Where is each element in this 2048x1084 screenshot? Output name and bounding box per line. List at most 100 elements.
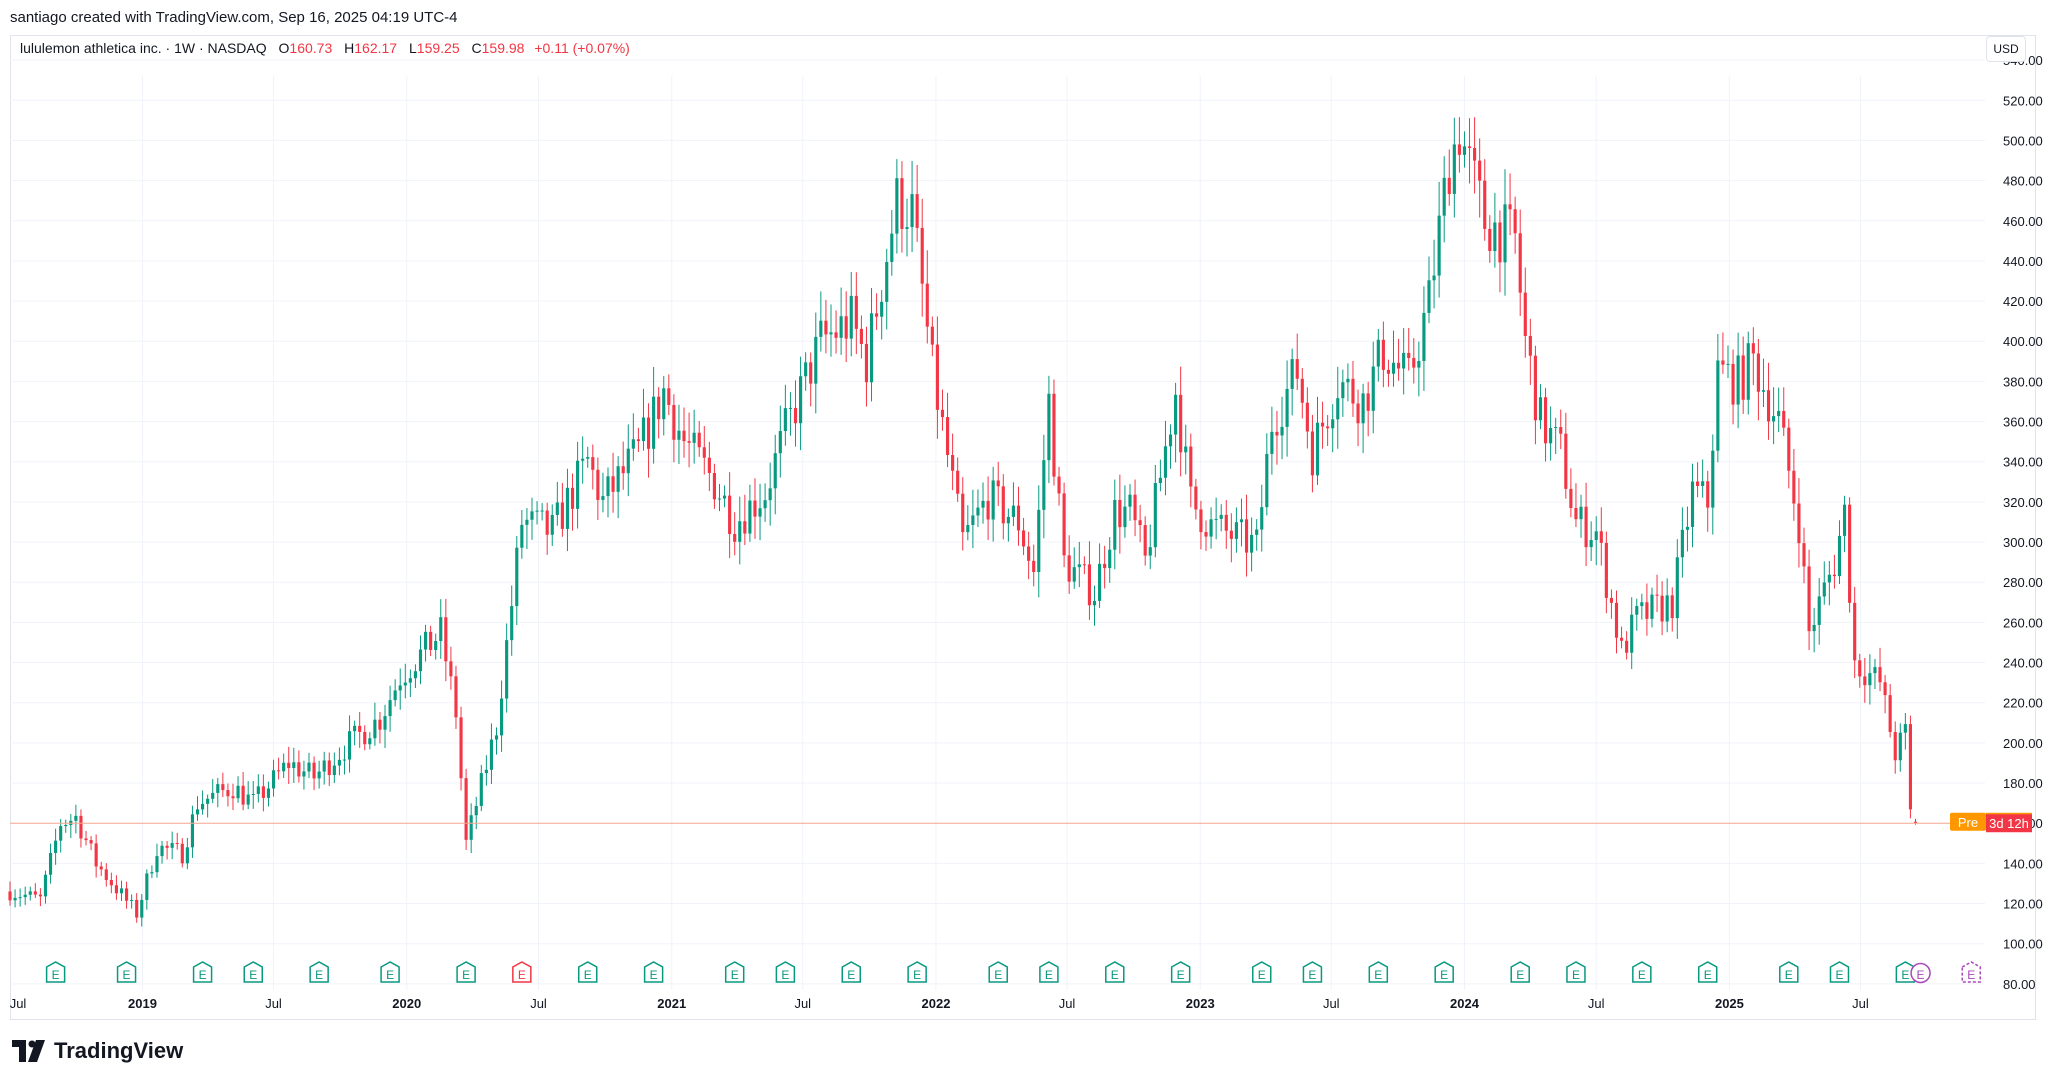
candle <box>1148 524 1152 570</box>
candle-body <box>1417 360 1421 368</box>
candle <box>555 481 559 526</box>
candle <box>1772 387 1776 445</box>
candle <box>1665 578 1669 633</box>
time-tick-label: 2024 <box>1450 996 1480 1011</box>
candle <box>550 504 554 547</box>
candle <box>8 881 12 906</box>
candle <box>966 505 970 541</box>
candle <box>895 159 899 254</box>
candle-body <box>1680 529 1684 558</box>
candle <box>434 633 438 660</box>
candle-body <box>429 631 433 650</box>
candle <box>591 444 595 490</box>
candle <box>363 725 367 751</box>
earnings-marker-shape <box>1910 962 1931 984</box>
candle <box>256 774 260 803</box>
candle-body <box>444 617 448 662</box>
candle <box>631 413 635 461</box>
candle-body <box>489 739 494 770</box>
candle <box>1498 210 1502 293</box>
candle <box>1067 535 1071 594</box>
candle <box>1305 387 1309 449</box>
price-tick-label: 440.00 <box>2003 254 2043 269</box>
earnings-marker: E <box>1039 961 1059 983</box>
candle-body <box>1478 160 1482 181</box>
candle-body <box>895 178 899 234</box>
candle-body <box>621 466 625 474</box>
candle-body <box>434 641 438 650</box>
candle-body <box>1817 596 1821 625</box>
currency-button[interactable]: USD <box>1986 36 2026 62</box>
candle <box>672 394 676 463</box>
candle <box>1239 498 1244 547</box>
candle <box>986 476 990 540</box>
candle-body <box>140 899 144 918</box>
candle-body <box>1047 393 1051 461</box>
candle <box>251 781 255 809</box>
candle <box>1898 723 1902 772</box>
candle <box>525 508 529 550</box>
candle-body <box>1609 597 1614 603</box>
earnings-marker-shape <box>1434 961 1454 983</box>
candle-body <box>1488 228 1492 252</box>
price-tick-label: 460.00 <box>2003 214 2043 229</box>
earnings-marker-glyph: E <box>1967 968 1975 982</box>
chart-pane[interactable] <box>10 35 2036 1020</box>
candle-body <box>1361 393 1365 424</box>
candle <box>540 503 544 521</box>
earnings-marker: E <box>1632 961 1652 983</box>
candle <box>1077 541 1081 588</box>
candle <box>586 446 590 468</box>
candle-body <box>1589 540 1593 548</box>
candle <box>1589 521 1593 561</box>
candle <box>824 299 828 354</box>
premarket-label-bg <box>1950 812 1986 831</box>
candle-body <box>1260 507 1264 530</box>
candle-body <box>1640 602 1644 607</box>
candle-body <box>1427 280 1431 313</box>
candle-body <box>1842 504 1847 536</box>
earnings-marker-shape <box>1252 961 1272 983</box>
countdown-bg <box>1986 814 2032 833</box>
candle <box>875 293 879 330</box>
candle-body <box>1123 506 1127 528</box>
candle-body <box>1670 595 1674 619</box>
earnings-marker-shape <box>1829 961 1850 983</box>
candle-body <box>145 873 149 900</box>
candle-body <box>1402 352 1406 369</box>
candle <box>1320 401 1325 449</box>
candle-body <box>631 439 635 449</box>
candle-body <box>662 388 666 420</box>
candle <box>1265 433 1269 516</box>
candle-body <box>8 891 12 901</box>
candle <box>337 747 341 776</box>
time-tick-label: 2023 <box>1186 996 1215 1011</box>
candle <box>408 669 412 698</box>
candle-body <box>1021 530 1026 547</box>
candle <box>621 441 625 490</box>
candle <box>1807 549 1811 651</box>
symbol-legend: lululemon athletica inc. · 1W · NASDAQ O… <box>20 40 630 56</box>
candle-body <box>697 432 701 448</box>
candle-body <box>555 502 559 515</box>
price-chart[interactable]: 80.00100.00120.00140.00160.00180.00200.0… <box>0 0 2048 1025</box>
candle-body <box>261 786 265 798</box>
earnings-marker: E <box>512 961 532 983</box>
candle-body <box>418 649 423 672</box>
candle-body <box>1807 566 1811 632</box>
candle-body <box>1853 602 1857 661</box>
candle-body <box>211 792 215 799</box>
candle-body <box>1011 505 1015 517</box>
earnings-marker-glyph: E <box>249 968 257 982</box>
candle-body <box>23 894 27 898</box>
candle-body <box>231 796 235 799</box>
candle-body <box>1032 560 1036 573</box>
earnings-marker: E <box>456 961 476 983</box>
candle <box>38 888 42 907</box>
tradingview-logo[interactable]: TradingView <box>12 1038 183 1064</box>
candle <box>1508 173 1512 236</box>
candle-body <box>1315 422 1320 476</box>
candle <box>1478 138 1482 218</box>
candle <box>1903 713 1907 750</box>
candle <box>1057 466 1061 506</box>
